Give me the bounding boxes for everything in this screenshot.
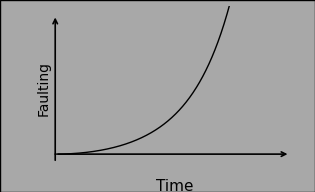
Text: Faulting: Faulting — [36, 61, 50, 116]
Text: Time: Time — [156, 179, 194, 192]
